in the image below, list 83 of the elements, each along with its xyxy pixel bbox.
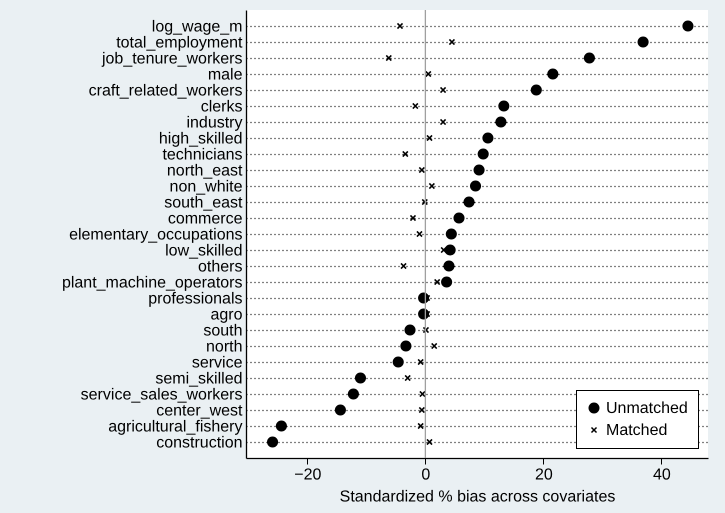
y-tick-label: elementary_occupations xyxy=(69,226,242,244)
x-tick-label: −20 xyxy=(294,466,322,484)
y-tick-label: agro xyxy=(210,306,243,324)
point xyxy=(638,36,649,48)
point xyxy=(417,422,424,430)
point xyxy=(440,118,446,126)
point xyxy=(441,276,452,288)
legend-label: Unmatched xyxy=(606,400,688,417)
point xyxy=(416,230,423,238)
y-tick-label: south_east xyxy=(164,194,244,212)
y-tick-label: others xyxy=(198,258,242,276)
point xyxy=(421,198,428,206)
point xyxy=(495,116,506,128)
y-tick-label: south xyxy=(203,322,242,340)
point xyxy=(267,436,278,448)
point xyxy=(410,214,416,222)
legend-label: Matched xyxy=(606,422,668,439)
point xyxy=(396,22,404,30)
point xyxy=(348,388,359,400)
y-tick-label: log_wage_m xyxy=(152,18,242,36)
point xyxy=(418,166,426,174)
point xyxy=(444,244,456,256)
y-tick-label: professionals xyxy=(148,290,242,308)
y-tick-label: service_sales_workers xyxy=(80,386,242,404)
point xyxy=(463,196,475,208)
point xyxy=(440,246,447,254)
point xyxy=(392,356,404,368)
y-tick-label: agricultural_fishery xyxy=(108,418,242,436)
point xyxy=(434,278,440,286)
point xyxy=(418,406,426,414)
point xyxy=(453,212,465,224)
point xyxy=(470,180,482,192)
y-tick-label: north_east xyxy=(166,162,244,180)
point xyxy=(400,340,412,352)
point xyxy=(354,372,366,384)
y-tick-label: craft_related_workers xyxy=(88,82,242,100)
y-tick-label: commerce xyxy=(168,210,243,228)
point xyxy=(417,358,424,366)
point xyxy=(412,102,419,110)
point xyxy=(547,68,558,80)
point xyxy=(404,324,416,336)
point xyxy=(422,326,430,334)
y-tick-label: total_employment xyxy=(116,34,244,52)
point xyxy=(682,20,694,32)
point xyxy=(482,132,494,144)
y-tick-label: semi_skilled xyxy=(155,370,242,388)
y-tick-label: industry xyxy=(186,114,242,132)
y-tick-label: non_white xyxy=(170,178,243,196)
point xyxy=(440,86,446,94)
point xyxy=(478,148,489,160)
point xyxy=(474,164,485,176)
x-tick-label: 0 xyxy=(421,466,430,484)
point xyxy=(428,182,436,190)
point xyxy=(426,438,433,446)
point xyxy=(276,420,287,432)
y-tick-label: service xyxy=(192,354,243,372)
x-tick-label: 40 xyxy=(652,466,671,484)
point xyxy=(530,84,542,96)
point xyxy=(402,150,409,158)
point xyxy=(448,38,456,46)
y-tick-label: job_tenure_workers xyxy=(100,50,242,68)
y-tick-label: male xyxy=(208,66,243,84)
x-tick-label: 20 xyxy=(534,466,553,484)
point xyxy=(426,134,433,142)
point xyxy=(385,54,392,62)
y-tick-label: high_skilled xyxy=(158,130,242,148)
point xyxy=(400,262,407,270)
y-tick-label: center_west xyxy=(156,402,244,420)
point xyxy=(498,100,510,112)
point xyxy=(446,228,457,240)
y-tick-label: technicians xyxy=(162,146,242,164)
x-axis-title: Standardized % bias across covariates xyxy=(340,488,616,506)
point xyxy=(419,390,426,398)
y-tick-label: north xyxy=(206,338,242,356)
point xyxy=(584,52,595,64)
y-tick-label: construction xyxy=(156,434,242,452)
point xyxy=(334,404,346,416)
point xyxy=(443,260,455,272)
y-tick-label: plant_machine_operators xyxy=(62,274,242,292)
y-tick-label: low_skilled xyxy=(165,242,242,260)
point xyxy=(404,374,411,382)
point xyxy=(430,342,438,350)
y-tick-label: clerks xyxy=(200,98,242,116)
